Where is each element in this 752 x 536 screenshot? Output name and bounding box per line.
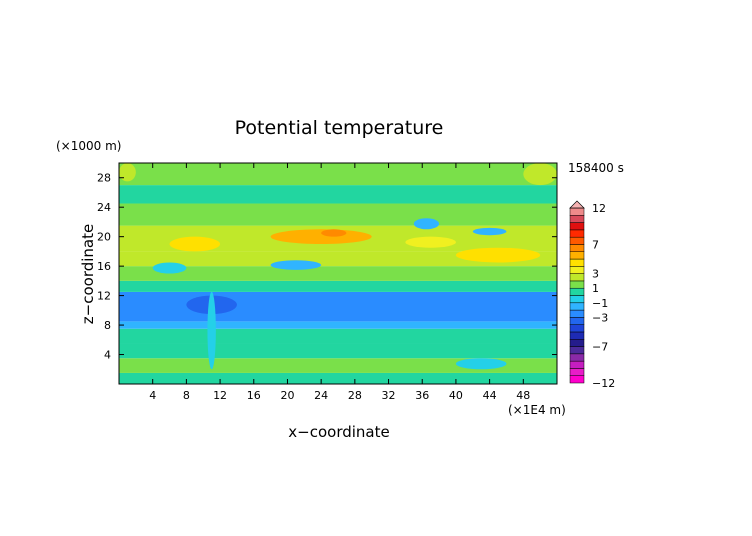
colorbar-label: 7 — [592, 238, 599, 251]
heatmap-cell — [119, 163, 136, 182]
colorbar-label: 1 — [592, 282, 599, 295]
colorbar-swatch — [569, 309, 585, 318]
heatmap-cell — [169, 236, 221, 252]
colorbar-label: 12 — [592, 202, 606, 215]
colorbar-swatch — [569, 251, 585, 260]
x-tick-label: 48 — [516, 389, 530, 402]
heatmap-band — [119, 163, 557, 186]
y-tick-label: 12 — [97, 290, 111, 303]
y-tick-label: 8 — [104, 319, 111, 332]
heatmap-cell — [455, 247, 541, 263]
heatmap-cell — [270, 229, 372, 245]
colorbar-swatch — [569, 353, 585, 362]
y-tick-label: 28 — [97, 172, 111, 185]
heatmap-band — [119, 358, 557, 373]
heatmap-cell — [472, 227, 507, 236]
heatmap-band — [119, 266, 557, 281]
heatmap-cell — [523, 163, 558, 186]
y-tick-label: 4 — [104, 349, 111, 362]
colorbar-swatch — [569, 317, 585, 325]
plot-frame — [118, 162, 558, 385]
colorbar-swatch — [569, 287, 585, 296]
colorbar-swatch — [569, 280, 585, 289]
colorbar-label: −7 — [592, 341, 608, 354]
heatmap-cell — [152, 262, 187, 274]
colorbar-swatch — [569, 258, 585, 267]
y-tick-label: 24 — [97, 201, 111, 214]
y-axis-unit: (×1000 m) — [56, 139, 121, 153]
x-tick-label: 16 — [247, 389, 261, 402]
x-tick-label: 8 — [183, 389, 190, 402]
colorbar-swatch — [569, 346, 585, 355]
colorbar-swatch — [569, 375, 585, 384]
time-label: 158400 s — [568, 161, 624, 175]
colorbar-swatch — [569, 244, 585, 252]
colorbar-swatch — [569, 368, 585, 376]
colorbar-extend-arrow — [569, 200, 585, 209]
heatmap-band — [119, 372, 557, 384]
heatmap-cell — [405, 236, 456, 248]
x-tick-label: 44 — [483, 389, 497, 402]
colorbar-label: −12 — [592, 377, 615, 390]
colorbar-swatch — [569, 207, 585, 216]
x-tick-label: 4 — [149, 389, 156, 402]
colorbar-swatch — [569, 236, 585, 245]
colorbar-swatch — [569, 331, 585, 340]
heatmap-cell — [270, 260, 322, 270]
x-tick-label: 40 — [449, 389, 463, 402]
colorbar-swatch — [569, 215, 585, 223]
x-tick-label: 36 — [415, 389, 429, 402]
heatmap-band — [119, 321, 557, 329]
x-tick-label: 28 — [348, 389, 362, 402]
colorbar-label: −3 — [592, 311, 608, 324]
colorbar-label: 3 — [592, 268, 599, 281]
y-tick-label: 20 — [97, 231, 111, 244]
heatmap-band — [119, 328, 557, 344]
heatmap-cell — [321, 229, 347, 237]
colorbar-swatch — [569, 324, 585, 333]
heatmap-band — [119, 185, 557, 204]
colorbar-swatch — [569, 266, 585, 274]
heatmap-band — [119, 203, 557, 226]
colorbar-label: −1 — [592, 297, 608, 310]
colorbar-swatch — [569, 339, 585, 347]
heatmap-cell — [413, 218, 440, 230]
x-tick-label: 24 — [314, 389, 328, 402]
colorbar-swatch — [569, 222, 585, 231]
colorbar-swatch — [569, 273, 585, 282]
heatmap-cell — [207, 291, 216, 370]
x-axis-unit: (×1E4 m) — [508, 403, 566, 417]
x-tick-label: 12 — [213, 389, 227, 402]
heatmap-band — [119, 251, 557, 267]
heatmap-band — [119, 343, 557, 359]
x-axis-label: x−coordinate — [288, 423, 389, 441]
y-axis-label: z−coordinate — [79, 224, 97, 324]
colorbar-swatch — [569, 360, 585, 369]
colorbar-swatch — [569, 302, 585, 311]
heatmap-band — [119, 291, 557, 322]
x-tick-label: 20 — [280, 389, 294, 402]
chart-title: Potential temperature — [235, 117, 444, 139]
heatmap-field — [119, 163, 558, 384]
x-tick-label: 32 — [382, 389, 396, 402]
y-tick-label: 16 — [97, 260, 111, 273]
heatmap-cell — [455, 358, 507, 370]
colorbar: 12 7 31 −1−3 −7 −12 — [569, 200, 615, 390]
colorbar-swatch — [569, 295, 585, 304]
colorbar-swatch — [569, 229, 585, 238]
heatmap-band — [119, 280, 557, 292]
